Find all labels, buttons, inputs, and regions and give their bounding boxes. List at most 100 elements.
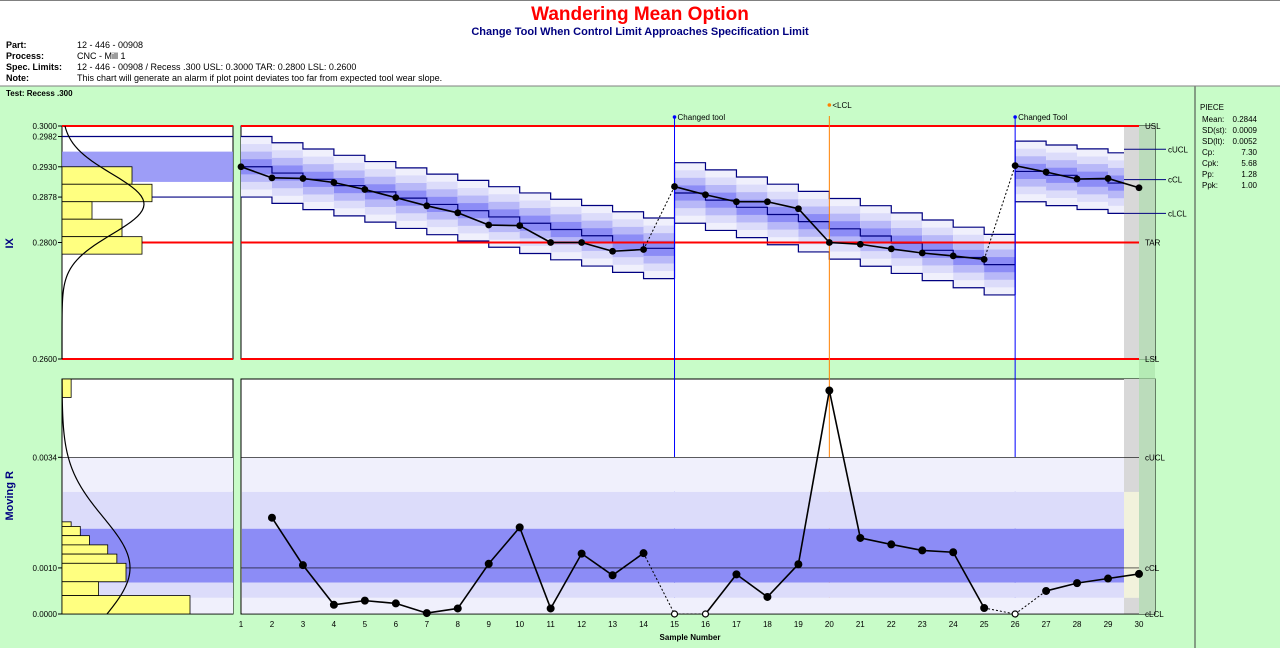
ix-data-point-23 bbox=[918, 249, 926, 257]
stats-label-2: SD(lt): bbox=[1202, 137, 1225, 146]
mr-data-point-25 bbox=[980, 604, 989, 613]
mr-histogram-bar bbox=[61, 521, 72, 527]
ix-data-point-1 bbox=[237, 163, 245, 171]
ix-y-tick-1: 0.2982 bbox=[33, 132, 58, 141]
mr-data-segment bbox=[581, 552, 614, 576]
mr-y-axis-label: Moving R bbox=[4, 471, 16, 521]
ix-data-segment bbox=[240, 166, 273, 179]
event-label-1: Changed tool bbox=[678, 113, 726, 122]
mr-data-point-21 bbox=[856, 533, 865, 542]
ix-y-tick-5: 0.2600 bbox=[33, 355, 58, 364]
ix-data-segment bbox=[983, 165, 1016, 260]
ix-right-label-cucl: cUCL bbox=[1168, 145, 1189, 154]
mr-data-point-22 bbox=[887, 540, 896, 549]
x-tick-28: 28 bbox=[1073, 620, 1082, 629]
ix-data-point-11 bbox=[547, 239, 555, 246]
ix-data-point-22 bbox=[887, 245, 895, 253]
x-tick-23: 23 bbox=[918, 620, 927, 629]
ix-data-point-16 bbox=[702, 191, 709, 199]
mr-data-segment bbox=[395, 602, 428, 614]
ix-histogram-bar bbox=[61, 201, 93, 220]
mr-control-band bbox=[242, 528, 1124, 583]
ix-data-segment bbox=[1077, 177, 1109, 180]
ix-wandering-lcl bbox=[1015, 201, 1124, 214]
ix-data-point-6 bbox=[392, 194, 400, 202]
x-tick-12: 12 bbox=[577, 620, 586, 629]
ix-data-segment bbox=[1107, 177, 1140, 189]
mr-data-point-2 bbox=[267, 513, 276, 522]
stats-value-1: 0.0009 bbox=[1233, 126, 1258, 135]
x-tick-17: 17 bbox=[732, 620, 741, 629]
stats-value-2: 0.0052 bbox=[1233, 137, 1258, 146]
x-tick-19: 19 bbox=[794, 620, 803, 629]
x-tick-27: 27 bbox=[1042, 620, 1051, 629]
x-tick-15: 15 bbox=[670, 620, 679, 629]
event-marker bbox=[1013, 115, 1017, 119]
mr-histogram-bar bbox=[61, 595, 191, 615]
ix-data-segment bbox=[953, 255, 985, 261]
ix-data-segment bbox=[302, 177, 335, 184]
x-tick-4: 4 bbox=[332, 620, 337, 629]
ix-data-segment bbox=[333, 181, 366, 191]
ix-data-point-29 bbox=[1104, 175, 1112, 182]
ix-data-segment bbox=[767, 200, 799, 210]
mr-right-label-clcl: cLCL bbox=[1145, 610, 1164, 619]
ix-histogram-bar bbox=[61, 183, 153, 203]
mr-data-point-8 bbox=[453, 604, 462, 613]
mr-data-point-3 bbox=[298, 561, 307, 570]
ix-data-point-26 bbox=[1011, 162, 1019, 170]
mr-data-point-5 bbox=[360, 596, 369, 605]
mr-data-segment bbox=[518, 527, 552, 609]
mr-data-segment bbox=[1045, 582, 1078, 592]
ix-data-segment bbox=[488, 224, 520, 227]
mr-data-point-15 bbox=[670, 610, 679, 618]
info-key-part: Part: bbox=[6, 40, 27, 50]
chart-title: Wandering Mean Option bbox=[531, 4, 749, 25]
stats-label-1: SD(st): bbox=[1202, 126, 1227, 135]
mr-data-segment bbox=[333, 599, 365, 606]
ix-data-segment bbox=[922, 252, 954, 257]
mr-y-tick-1: 0.0010 bbox=[33, 564, 58, 573]
event-label-3: Changed Tool bbox=[1018, 113, 1067, 122]
mr-data-point-18 bbox=[763, 592, 772, 601]
ix-data-point-20 bbox=[825, 239, 833, 246]
stats-label-4: Cpk: bbox=[1202, 159, 1218, 168]
x-tick-20: 20 bbox=[825, 620, 834, 629]
x-tick-1: 1 bbox=[239, 620, 244, 629]
stats-value-3: 7.30 bbox=[1241, 148, 1257, 157]
mr-data-segment bbox=[797, 390, 831, 565]
mr-data-segment bbox=[302, 564, 335, 606]
mr-data-segment bbox=[488, 526, 521, 565]
mr-right-label-cucl: cUCL bbox=[1145, 453, 1166, 462]
ix-data-point-27 bbox=[1042, 168, 1050, 176]
mr-data-point-6 bbox=[391, 599, 400, 608]
mr-histogram-bar bbox=[61, 581, 99, 596]
ix-data-segment bbox=[1014, 164, 1047, 173]
ix-data-segment bbox=[674, 185, 706, 196]
mr-data-segment bbox=[643, 552, 675, 615]
x-tick-11: 11 bbox=[546, 620, 555, 629]
stats-label-5: Pp: bbox=[1202, 170, 1214, 179]
mr-data-segment bbox=[457, 563, 490, 609]
ix-data-point-10 bbox=[516, 222, 524, 230]
ix-histogram-bar bbox=[61, 166, 133, 185]
mr-data-point-16 bbox=[701, 610, 710, 618]
x-tick-9: 9 bbox=[486, 620, 491, 629]
ix-wandering-ucl bbox=[1015, 140, 1124, 154]
mr-data-segment bbox=[922, 549, 954, 554]
ix-right-label-clcl: cLCL bbox=[1168, 209, 1187, 218]
x-tick-18: 18 bbox=[763, 620, 772, 629]
ix-y-tick-0: 0.3000 bbox=[33, 122, 58, 131]
mr-data-segment bbox=[984, 607, 1016, 615]
ix-data-point-2 bbox=[268, 174, 276, 182]
ix-data-segment bbox=[860, 243, 892, 250]
ix-data-segment bbox=[426, 205, 458, 214]
mr-data-point-26 bbox=[1011, 610, 1019, 618]
mr-control-band bbox=[242, 597, 1124, 614]
x-tick-29: 29 bbox=[1104, 620, 1113, 629]
mr-histogram-bar bbox=[61, 535, 90, 546]
mr-data-point-10 bbox=[515, 523, 524, 532]
ix-data-segment bbox=[271, 177, 303, 180]
ix-right-label-ccl: cCL bbox=[1168, 176, 1183, 185]
ix-data-segment bbox=[1045, 171, 1078, 180]
